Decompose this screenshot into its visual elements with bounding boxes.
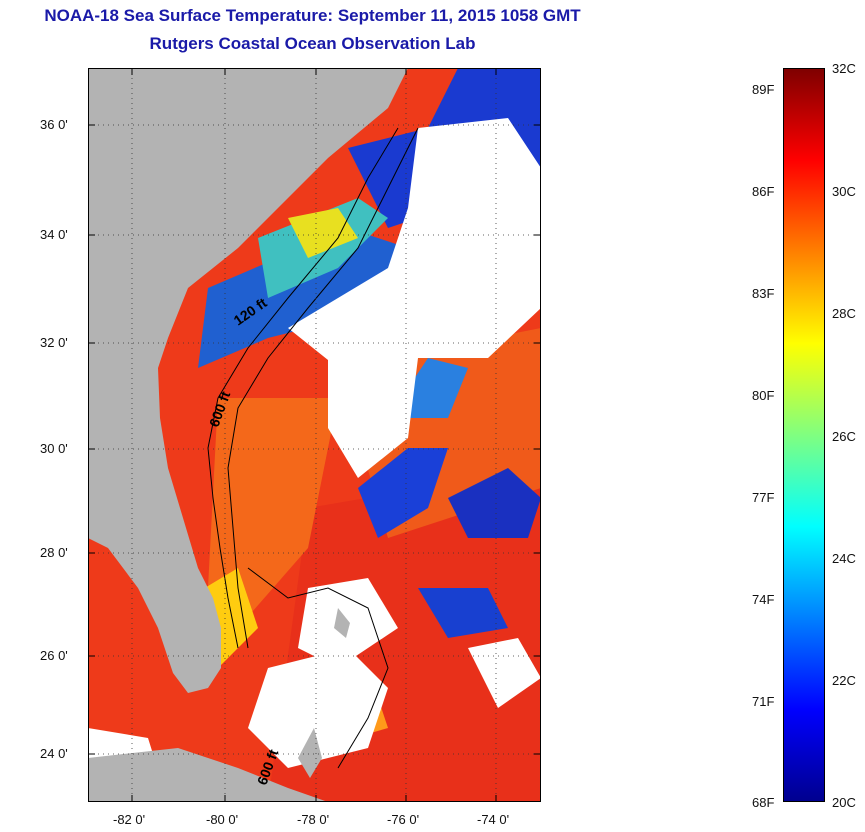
celsius-label: 26C [832, 429, 856, 444]
lat-tick-label: 28 0' [40, 545, 68, 560]
temperature-colorbar [783, 68, 825, 802]
fahrenheit-label: 74F [752, 592, 775, 607]
celsius-label: 24C [832, 551, 856, 566]
map-subtitle: Rutgers Coastal Ocean Observation Lab [149, 34, 476, 53]
lat-tick-label: 30 0' [40, 441, 68, 456]
celsius-label: 32C [832, 61, 856, 76]
celsius-label: 30C [832, 184, 856, 199]
lat-tick-label: 32 0' [40, 335, 68, 350]
map-title: NOAA-18 Sea Surface Temperature: Septemb… [44, 6, 581, 25]
sst-map: 120 ft 600 ft 600 ft [88, 68, 541, 802]
fahrenheit-label: 83F [752, 286, 775, 301]
lat-tick-label: 34 0' [40, 227, 68, 242]
celsius-label: 28C [832, 306, 856, 321]
celsius-label: 22C [832, 673, 856, 688]
lon-tick-label: -78 0' [297, 812, 330, 827]
lat-tick-label: 24 0' [40, 746, 68, 761]
lon-tick-label: -80 0' [206, 812, 239, 827]
fahrenheit-label: 86F [752, 184, 775, 199]
fahrenheit-label: 89F [752, 82, 775, 97]
fahrenheit-label: 80F [752, 388, 775, 403]
lat-tick-label: 36 0' [40, 117, 68, 132]
lon-tick-label: -82 0' [113, 812, 146, 827]
lon-tick-label: -74 0' [477, 812, 510, 827]
lon-tick-label: -76 0' [387, 812, 420, 827]
fahrenheit-label: 77F [752, 490, 775, 505]
sst-map-canvas: 120 ft 600 ft 600 ft [88, 68, 541, 802]
celsius-label: 20C [832, 795, 856, 810]
fahrenheit-label: 68F [752, 795, 775, 810]
fahrenheit-label: 71F [752, 694, 775, 709]
lat-tick-label: 26 0' [40, 648, 68, 663]
